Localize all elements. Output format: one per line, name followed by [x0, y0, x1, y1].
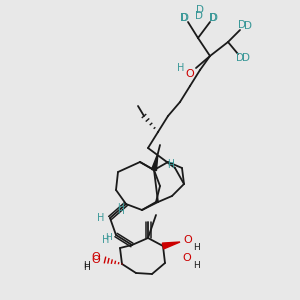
Text: H: H: [118, 208, 124, 217]
Text: O: O: [92, 255, 100, 265]
Text: D: D: [196, 5, 204, 15]
Text: D: D: [210, 13, 218, 23]
Text: D: D: [238, 20, 246, 30]
Text: D: D: [244, 21, 252, 31]
Text: D: D: [242, 53, 250, 63]
Text: H: H: [167, 160, 173, 169]
Text: H: H: [97, 213, 105, 223]
Text: O: O: [92, 252, 100, 262]
Text: O: O: [184, 235, 192, 245]
Text: H: H: [84, 263, 90, 272]
Text: D: D: [181, 13, 189, 23]
Text: O: O: [183, 253, 191, 263]
Text: D: D: [180, 13, 188, 23]
Text: H: H: [117, 203, 123, 212]
Text: H: H: [177, 63, 185, 73]
Text: D: D: [236, 53, 244, 63]
Text: D: D: [209, 13, 217, 23]
Text: H: H: [193, 242, 200, 251]
Text: H: H: [102, 235, 110, 245]
Text: H: H: [193, 260, 200, 269]
Polygon shape: [162, 242, 180, 249]
Text: D: D: [195, 11, 203, 21]
Polygon shape: [152, 153, 158, 171]
Text: O: O: [186, 69, 194, 79]
Text: H: H: [167, 161, 173, 170]
Text: H: H: [105, 233, 111, 242]
Text: H: H: [84, 260, 90, 269]
